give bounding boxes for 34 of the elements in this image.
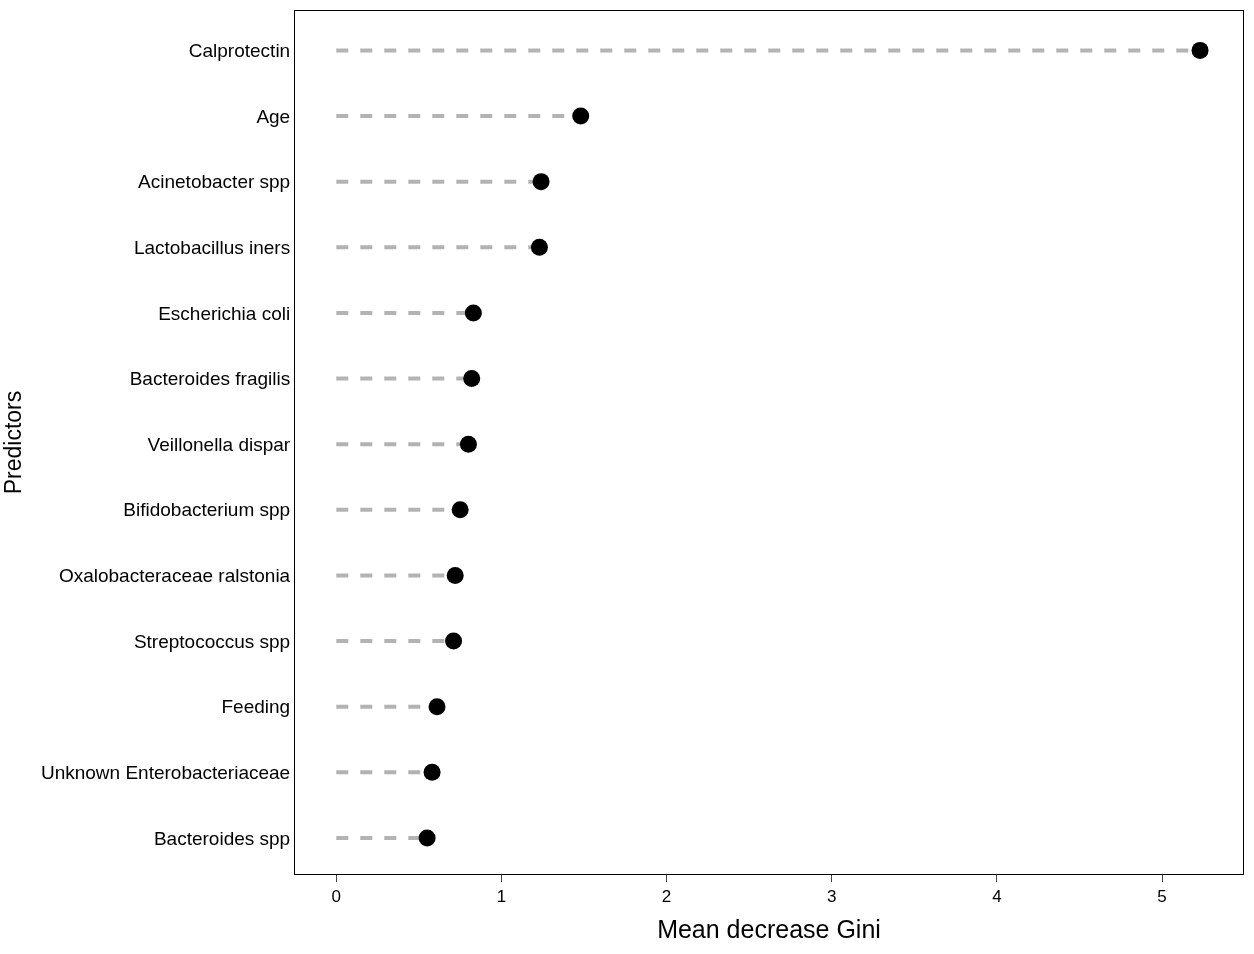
point (1191, 41, 1209, 59)
y-tick-label: Acinetobacter spp (138, 171, 291, 193)
point (418, 829, 436, 847)
point (572, 107, 590, 125)
point (463, 370, 481, 387)
point (451, 501, 469, 519)
point (445, 632, 463, 650)
x-tick-label: 4 (992, 887, 1002, 907)
x-axis-title: Mean decrease Gini (657, 915, 881, 944)
y-tick-label: Streptococcus spp (133, 630, 291, 652)
point (532, 173, 550, 191)
y-tick-label: Veillonella dispar (147, 433, 291, 455)
point (428, 698, 446, 716)
point (464, 304, 482, 322)
x-tick-label: 1 (496, 887, 507, 907)
x-tick-label: 5 (1157, 887, 1167, 907)
y-tick-label: Feeding (221, 696, 291, 718)
y-tick-label: Age (256, 105, 291, 127)
y-axis-title: Predictors (0, 390, 26, 495)
point (446, 566, 464, 584)
x-tick-label: 3 (827, 887, 837, 907)
x-tick-label: 2 (661, 887, 672, 907)
y-tick-label: Bacteroides fragilis (129, 368, 291, 390)
point (459, 435, 477, 453)
y-tick-label: Lactobacillus iners (133, 236, 291, 258)
y-tick-label: Escherichia coli (158, 302, 291, 324)
point (530, 238, 548, 256)
y-tick-label: Bacteroides spp (153, 827, 291, 849)
y-tick-label: Unknown Enterobacteriaceae (40, 761, 291, 783)
y-tick-label: Calprotectin (188, 40, 291, 62)
y-tick-label: Oxalobacteraceae ralstonia (58, 565, 291, 587)
y-tick-label: Bifidobacterium spp (123, 499, 291, 521)
x-tick-label: 0 (331, 887, 342, 907)
point (423, 763, 441, 781)
